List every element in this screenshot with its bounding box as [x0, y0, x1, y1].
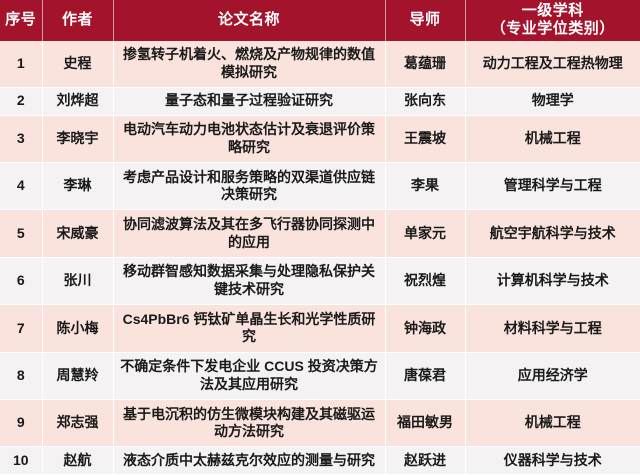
cell-seq: 10: [0, 446, 43, 475]
cell-title: 移动群智感知数据采集与处理隐私保护关键技术研究: [113, 257, 386, 305]
cell-author: 陈小梅: [42, 304, 114, 353]
cell-discipline: 物理学: [465, 87, 640, 116]
cell-seq: 1: [0, 40, 43, 88]
column-header-advisor: 导师: [385, 0, 466, 41]
cell-advisor: 葛蕴珊: [385, 40, 466, 88]
column-header-seq: 序号: [0, 0, 43, 41]
cell-author: 周慧羚: [42, 352, 114, 400]
cell-discipline: 管理科学与工程: [465, 162, 640, 210]
cell-discipline: 材料科学与工程: [465, 304, 640, 353]
table-header-row: 序号 作者 论文名称 导师 一级学科 （专业学位类别）: [0, 0, 640, 41]
cell-author: 李琳: [42, 162, 114, 210]
cell-advisor: 唐葆君: [385, 352, 466, 400]
cell-title: 掺氢转子机着火、燃烧及产物规律的数值模拟研究: [113, 40, 386, 88]
column-header-title-label: 论文名称: [217, 11, 280, 29]
table-row: 10 赵航 液态介质中太赫兹克尔效应的测量与研究 赵跃进 仪器科学与技术: [0, 446, 640, 475]
table-row: 4 李琳 考虑产品设计和服务策略的双渠道供应链决策研究 李果 管理科学与工程: [0, 162, 640, 210]
cell-discipline: 航空宇航科学与技术: [465, 209, 640, 258]
cell-author: 刘烨超: [42, 87, 114, 116]
cell-seq: 7: [0, 304, 43, 353]
column-header-discipline-label: 一级学科: [521, 2, 584, 19]
cell-advisor: 福田敏男: [385, 399, 466, 447]
cell-advisor: 王震坡: [385, 115, 466, 163]
cell-advisor: 钟海政: [385, 304, 466, 353]
cell-title: 考虑产品设计和服务策略的双渠道供应链决策研究: [113, 162, 386, 210]
table-row: 3 李晓宇 电动汽车动力电池状态估计及衰退评价策略研究 王震坡 机械工程: [0, 115, 640, 163]
table-row: 7 陈小梅 Cs4PbBr6 钙钛矿单晶生长和光学性质研究 钟海政 材料科学与工…: [0, 304, 640, 353]
cell-seq: 5: [0, 209, 43, 258]
cell-author: 宋威豪: [42, 209, 114, 258]
cell-author: 郑志强: [42, 399, 114, 447]
cell-discipline: 计算机科学与技术: [465, 257, 640, 305]
cell-seq: 9: [0, 399, 43, 447]
cell-seq: 2: [0, 87, 43, 116]
cell-seq: 6: [0, 257, 43, 305]
column-header-author-label: 作者: [61, 11, 93, 29]
cell-title: 液态介质中太赫兹克尔效应的测量与研究: [113, 446, 386, 475]
cell-title: 基于电沉积的仿生微模块构建及其磁驱运动方法研究: [113, 399, 386, 447]
cell-title: 协同滤波算法及其在多飞行器协同探测中的应用: [113, 209, 386, 258]
table-row: 2 刘烨超 量子态和量子过程验证研究 张向东 物理学: [0, 87, 640, 116]
cell-author: 赵航: [42, 446, 114, 475]
table-header: 序号 作者 论文名称 导师 一级学科 （专业学位类别）: [0, 0, 640, 41]
cell-author: 张川: [42, 257, 114, 305]
cell-author: 李晓宇: [42, 115, 114, 163]
table-row: 9 郑志强 基于电沉积的仿生微模块构建及其磁驱运动方法研究 福田敏男 机械工程: [0, 399, 640, 447]
cell-author: 史程: [42, 40, 114, 88]
cell-advisor: 赵跃进: [385, 446, 466, 475]
cell-title: 量子态和量子过程验证研究: [113, 87, 386, 116]
column-header-discipline-sublabel: （专业学位类别）: [490, 20, 615, 38]
column-header-discipline: 一级学科 （专业学位类别）: [465, 0, 640, 41]
table-row: 8 周慧羚 不确定条件下发电企业 CCUS 投资决策方法及其应用研究 唐葆君 应…: [0, 352, 640, 400]
cell-title: Cs4PbBr6 钙钛矿单晶生长和光学性质研究: [113, 304, 386, 353]
cell-title: 不确定条件下发电企业 CCUS 投资决策方法及其应用研究: [113, 352, 386, 400]
table-row: 1 史程 掺氢转子机着火、燃烧及产物规律的数值模拟研究 葛蕴珊 动力工程及工程热…: [0, 40, 640, 88]
cell-seq: 3: [0, 115, 43, 163]
cell-title: 电动汽车动力电池状态估计及衰退评价策略研究: [113, 115, 386, 163]
table-row: 5 宋威豪 协同滤波算法及其在多飞行器协同探测中的应用 单家元 航空宇航科学与技…: [0, 209, 640, 258]
column-header-advisor-label: 导师: [409, 11, 441, 29]
cell-seq: 4: [0, 162, 43, 210]
cell-advisor: 祝烈煌: [385, 257, 466, 305]
cell-advisor: 张向东: [385, 87, 466, 116]
cell-discipline: 机械工程: [465, 115, 640, 163]
cell-seq: 8: [0, 352, 43, 400]
column-header-title: 论文名称: [113, 0, 386, 41]
cell-discipline: 动力工程及工程热物理: [465, 40, 640, 88]
column-header-author: 作者: [42, 0, 114, 41]
cell-advisor: 单家元: [385, 209, 466, 258]
cell-discipline: 机械工程: [465, 399, 640, 447]
table-body: 1 史程 掺氢转子机着火、燃烧及产物规律的数值模拟研究 葛蕴珊 动力工程及工程热…: [0, 40, 640, 475]
cell-discipline: 仪器科学与技术: [465, 446, 640, 475]
cell-discipline: 应用经济学: [465, 352, 640, 400]
table-row: 6 张川 移动群智感知数据采集与处理隐私保护关键技术研究 祝烈煌 计算机科学与技…: [0, 257, 640, 305]
column-header-seq-label: 序号: [5, 11, 37, 29]
cell-advisor: 李果: [385, 162, 466, 210]
